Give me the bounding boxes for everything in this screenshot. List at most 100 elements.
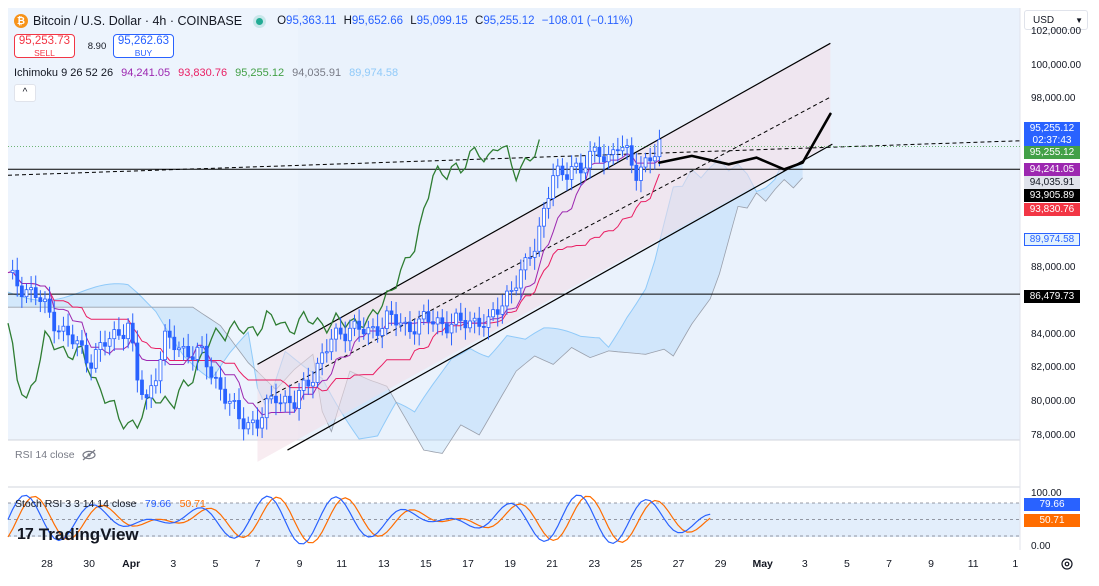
candle-body (371, 326, 375, 329)
stoch-tick-100: 100.00 (1031, 488, 1062, 499)
candle-body (472, 317, 477, 322)
tenkan-price-value: 94,241.05 (1029, 164, 1075, 175)
candle-body (347, 327, 352, 342)
candle-body (431, 321, 435, 325)
candle-body (643, 157, 648, 168)
symbol-title[interactable]: Bitcoin / U.S. Dollar · 4h · COINBASE (33, 14, 243, 28)
candle-body (528, 256, 532, 259)
collapse-legend-button[interactable]: ^ (14, 84, 36, 102)
candle-body (412, 331, 417, 335)
buy-label: BUY (134, 47, 153, 58)
candle-body (80, 340, 84, 346)
candle-body (153, 380, 158, 387)
candle-body (209, 366, 214, 378)
price-tick: 88,000.00 (1031, 261, 1076, 273)
candle-body (144, 394, 149, 399)
ohlc-key: C (475, 15, 484, 27)
hline-price-label: 93,905.89 (1024, 189, 1080, 202)
ichimoku-lines (7, 139, 660, 431)
tenkan-line (7, 153, 660, 416)
countdown-value: 02:37:43 (1032, 135, 1072, 146)
candle-body (523, 257, 528, 271)
candle-body (634, 164, 639, 181)
rsi-legend[interactable]: RSI 14 close (15, 449, 97, 461)
candle-body (190, 356, 195, 360)
candle-body (278, 402, 283, 405)
ichimoku-kijun-value: 93,830.76 (178, 67, 228, 79)
projection-drawing[interactable] (658, 112, 832, 171)
channel-fill (257, 43, 831, 462)
ichimoku-senkou-a-value: 89,974.58 (349, 67, 399, 79)
tenkan-price-label: 94,241.05 (1024, 163, 1080, 176)
stoch-d-value: 50.71 (179, 498, 206, 510)
candle-body (625, 145, 629, 148)
time-tick: 3 (170, 558, 177, 570)
candle-body (116, 329, 121, 336)
candle-body (440, 317, 445, 325)
candle-body (61, 325, 66, 332)
candle-body (292, 402, 297, 409)
time-tick: 17 (462, 558, 474, 570)
candle-body (602, 156, 606, 163)
eye-hidden-icon[interactable] (81, 449, 97, 461)
candle-body (615, 149, 620, 152)
candle-body (648, 157, 653, 162)
kijun-line (7, 173, 660, 392)
candle-body (237, 400, 241, 420)
candle-body (555, 165, 560, 177)
candle-body (481, 325, 486, 328)
sell-price: 95,253.73 (18, 35, 71, 47)
candle-body (227, 400, 232, 404)
time-tick: 15 (420, 558, 432, 570)
candle-body (578, 162, 583, 174)
hline-price-value: 93,905.89 (1029, 190, 1075, 201)
currency-label: USD (1033, 15, 1055, 26)
candle-body (569, 166, 574, 180)
tradingview-logo: 17 TradingView (17, 525, 139, 545)
time-tick: 29 (714, 558, 727, 570)
time-tick: 23 (588, 558, 601, 570)
candle-body (394, 314, 398, 326)
candle-body (103, 342, 107, 347)
buy-button[interactable]: 95,262.63 BUY (113, 34, 174, 58)
time-tick: 13 (377, 558, 390, 570)
candle-body (232, 400, 237, 402)
tradingview-mark-icon: 17 (17, 526, 34, 543)
candle-body (597, 146, 602, 158)
ohlc-key: L (410, 15, 417, 27)
channel-lower-line (287, 143, 833, 451)
rsi-label: RSI 14 close (15, 449, 75, 461)
candle-body (657, 139, 662, 158)
candle-body (93, 349, 98, 369)
hline2-price-value: 86,479.73 (1029, 291, 1075, 302)
candle-body (532, 250, 537, 258)
price-tick: 80,000.00 (1031, 396, 1076, 408)
candle-body (70, 334, 75, 345)
candle-body (495, 309, 500, 315)
candle-body (509, 289, 514, 292)
candle-body (454, 312, 459, 325)
candle-body (264, 398, 269, 419)
stoch-legend[interactable]: Stoch RSI 3 3 14 14 close 79.66 50.71 (15, 494, 206, 512)
candle-body (361, 328, 366, 335)
candle-body (66, 325, 70, 336)
time-tick: Apr (122, 558, 141, 570)
candle-body (588, 150, 593, 169)
candle-body (408, 321, 412, 333)
sell-button[interactable]: 95,253.73 SELL (14, 34, 75, 58)
candle-body (19, 285, 24, 298)
candle-body (200, 345, 204, 348)
ichimoku-legend[interactable]: Ichimoku 9 26 52 26 94,241.05 93,830.76 … (14, 67, 403, 79)
candle-body (283, 395, 288, 404)
candle-body (435, 317, 440, 325)
stoch-k-value: 79.66 (144, 498, 172, 510)
candle-body (15, 269, 20, 287)
candles (10, 129, 662, 441)
candle-body (458, 312, 463, 321)
currency-select[interactable]: USD ▼ (1024, 10, 1088, 30)
stoch-k-label: 79.66 (1024, 498, 1080, 511)
time-tick: 27 (672, 558, 685, 570)
horizontal-lines[interactable] (7, 140, 1021, 295)
settings-gear-icon[interactable] (1060, 557, 1074, 571)
